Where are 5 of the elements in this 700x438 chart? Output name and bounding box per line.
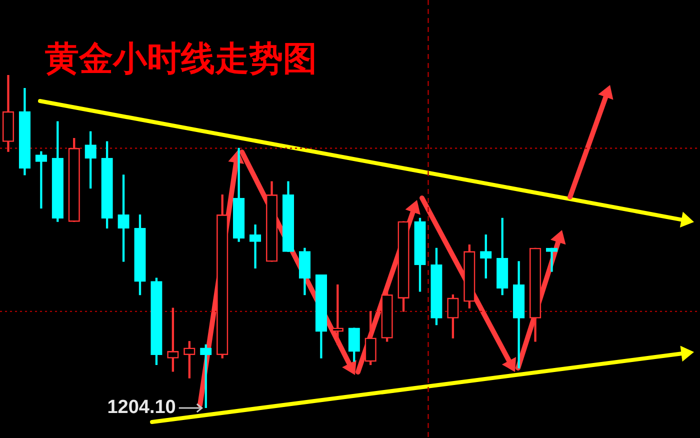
candlestick <box>249 224 262 268</box>
candlestick <box>35 151 48 209</box>
candlestick <box>546 248 558 272</box>
chart-title: 黄金小时线走势图 <box>45 38 317 81</box>
annotation: 1204.10 <box>107 397 176 418</box>
